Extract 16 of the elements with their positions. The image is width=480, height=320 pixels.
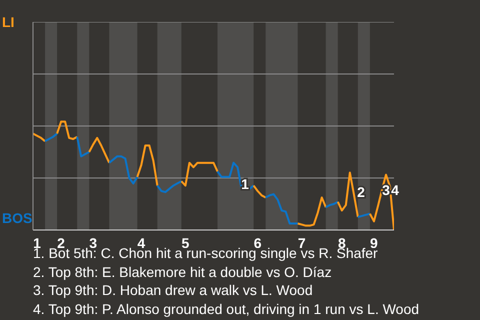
x-tick-label: 5 xyxy=(182,234,190,251)
x-tick-label: 7 xyxy=(298,234,306,251)
x-tick-label: 6 xyxy=(254,234,262,251)
annotation: 4 xyxy=(391,182,400,198)
text: 4. Top 9th: P. Alonso grounded out, driving in 1 run vs L. Wood xyxy=(33,300,420,318)
annotation: 3 xyxy=(382,182,390,198)
text: LI xyxy=(2,14,14,30)
annotation: 2 xyxy=(357,184,366,200)
text: BOS xyxy=(2,210,32,226)
x-tick-label: 4 xyxy=(137,234,146,251)
text: 3. Top 9th: D. Hoban drew a walk vs L. Wood xyxy=(33,281,314,300)
text: 2. Top 8th: E. Blakemore hit a double vs O. Díaz xyxy=(33,262,333,281)
x-tick-label: 9 xyxy=(370,234,378,251)
x-tick-label: 3 xyxy=(89,234,98,251)
x-tick-label: 2 xyxy=(57,234,66,251)
annotation: 1 xyxy=(241,176,250,192)
